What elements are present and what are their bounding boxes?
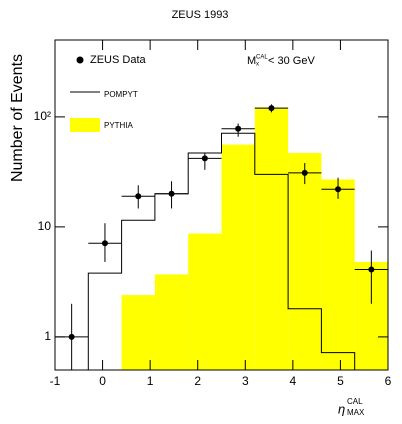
- x-tick-label: 5: [337, 374, 344, 388]
- step-line: [87, 132, 356, 370]
- y-axis-label: Number of Events: [9, 54, 26, 182]
- legend-label: ZEUS Data: [90, 54, 147, 66]
- hist-bar: [188, 233, 222, 370]
- x-tick-label: 6: [385, 374, 392, 388]
- legend-marker: [70, 118, 100, 132]
- annotation-main: M: [247, 55, 256, 67]
- x-axis-label: η CAL MAX: [338, 397, 365, 417]
- hist-bar: [254, 107, 289, 370]
- hist-bar: [221, 144, 255, 370]
- annotation: M CAL x < 30 GeV: [247, 55, 315, 68]
- x-tick-label: 1: [147, 374, 154, 388]
- x-tick-label: 3: [242, 374, 249, 388]
- annotation-sup: CAL: [256, 55, 268, 61]
- legend-label: POMPYT: [104, 90, 138, 99]
- y-tick-label: 1: [44, 329, 51, 343]
- annotation-rest: < 30 GeV: [268, 55, 315, 67]
- plot-frame: [54, 39, 389, 371]
- data-point: [335, 186, 342, 193]
- legend-marker: [76, 56, 84, 64]
- chart-title: ZEUS 1993: [172, 9, 229, 21]
- x-label-main: η: [338, 401, 345, 416]
- legend-label: PYTHIA: [104, 121, 134, 130]
- legend: PYTHIA POMPYT ZEUS Data: [70, 54, 147, 132]
- annotation-sub: x: [256, 62, 259, 68]
- x-tick-label: -1: [50, 374, 61, 388]
- data-point: [368, 266, 375, 273]
- plot-area: [55, 104, 388, 370]
- y-tick-label: 10: [38, 219, 52, 233]
- hist-bar: [121, 295, 155, 370]
- data-point: [268, 105, 275, 112]
- data-point: [68, 333, 75, 340]
- y-tick-label: 10²: [34, 109, 51, 123]
- data-point: [135, 193, 142, 200]
- hist-bar: [154, 274, 189, 370]
- x-label-sub: MAX: [347, 408, 365, 417]
- x-label-sup: CAL: [347, 397, 363, 406]
- data-point: [168, 190, 175, 197]
- x-tick-label: 0: [99, 374, 106, 388]
- hist-bar: [288, 152, 322, 370]
- data-point: [201, 155, 208, 162]
- data-point: [101, 240, 108, 247]
- x-tick-label: 2: [194, 374, 201, 388]
- data-point: [235, 125, 242, 132]
- data-point: [301, 169, 308, 176]
- x-tick-label: 4: [290, 374, 297, 388]
- hist-bar: [321, 179, 355, 370]
